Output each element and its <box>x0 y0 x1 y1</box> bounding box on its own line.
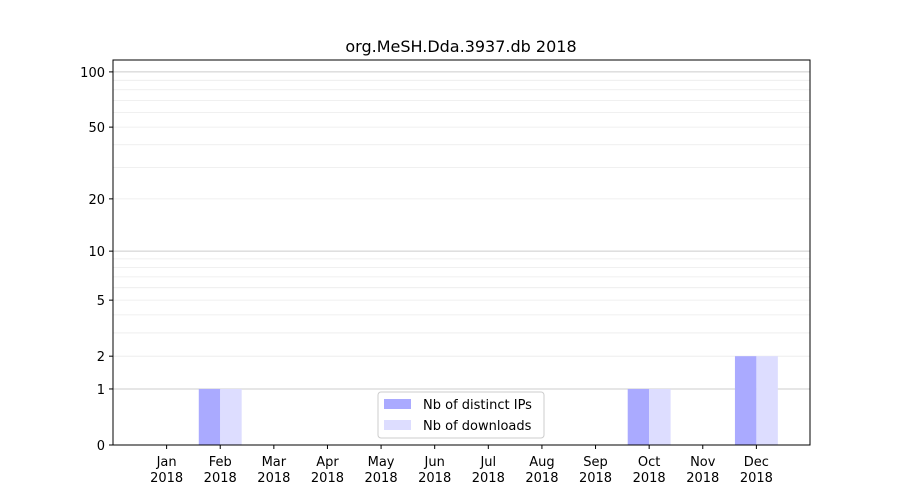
bars <box>198 356 778 445</box>
y-tick-label: 2 <box>97 350 105 365</box>
x-tick-label: Aug 2018 <box>525 455 558 486</box>
bar-ips <box>198 388 221 445</box>
bar-downloads <box>649 388 671 445</box>
y-tick-label: 5 <box>97 294 105 309</box>
x-tick-label: Nov 2018 <box>686 455 719 486</box>
bar-downloads <box>220 388 242 445</box>
chart-title: org.MeSH.Dda.3937.db 2018 <box>345 37 576 56</box>
bar-ips <box>734 356 757 445</box>
y-tick-label: 20 <box>88 193 105 208</box>
legend-swatch-downloads <box>384 420 411 430</box>
x-tick-label: Dec 2018 <box>740 455 773 486</box>
x-tick-label: Jun 2018 <box>418 455 451 486</box>
grid <box>113 71 810 390</box>
legend: Nb of distinct IPs Nb of downloads <box>377 391 545 439</box>
x-tick-label: Sep 2018 <box>579 455 612 486</box>
legend-swatch-ips <box>384 399 411 409</box>
legend-label-downloads: Nb of downloads <box>423 419 532 434</box>
x-tick-label: Feb 2018 <box>204 455 237 486</box>
y-tick-label: 100 <box>80 66 105 81</box>
bar-ips <box>627 388 650 445</box>
x-axis: Jan 2018 Feb 2018 Mar 2018 Apr 2018 May 2018 Jun 20… <box>150 445 773 486</box>
legend-label-ips: Nb of distinct IPs <box>423 398 532 413</box>
bar-downloads <box>756 356 778 445</box>
y-tick-label: 50 <box>88 121 105 136</box>
x-tick-label: Mar 2018 <box>257 455 290 486</box>
x-tick-label: Apr 2018 <box>311 455 344 486</box>
y-tick-label: 1 <box>97 383 105 398</box>
x-tick-label: Jul 2018 <box>472 455 505 486</box>
x-tick-label: May 2018 <box>365 455 398 486</box>
y-axis: 0 1 2 5 10 20 50 100 <box>80 66 113 454</box>
x-tick-label: Jan 2018 <box>150 455 183 486</box>
y-tick-label: 0 <box>97 439 105 454</box>
plot-frame <box>112 59 811 446</box>
y-tick-label: 10 <box>88 245 105 260</box>
x-tick-label: Oct 2018 <box>633 455 666 486</box>
